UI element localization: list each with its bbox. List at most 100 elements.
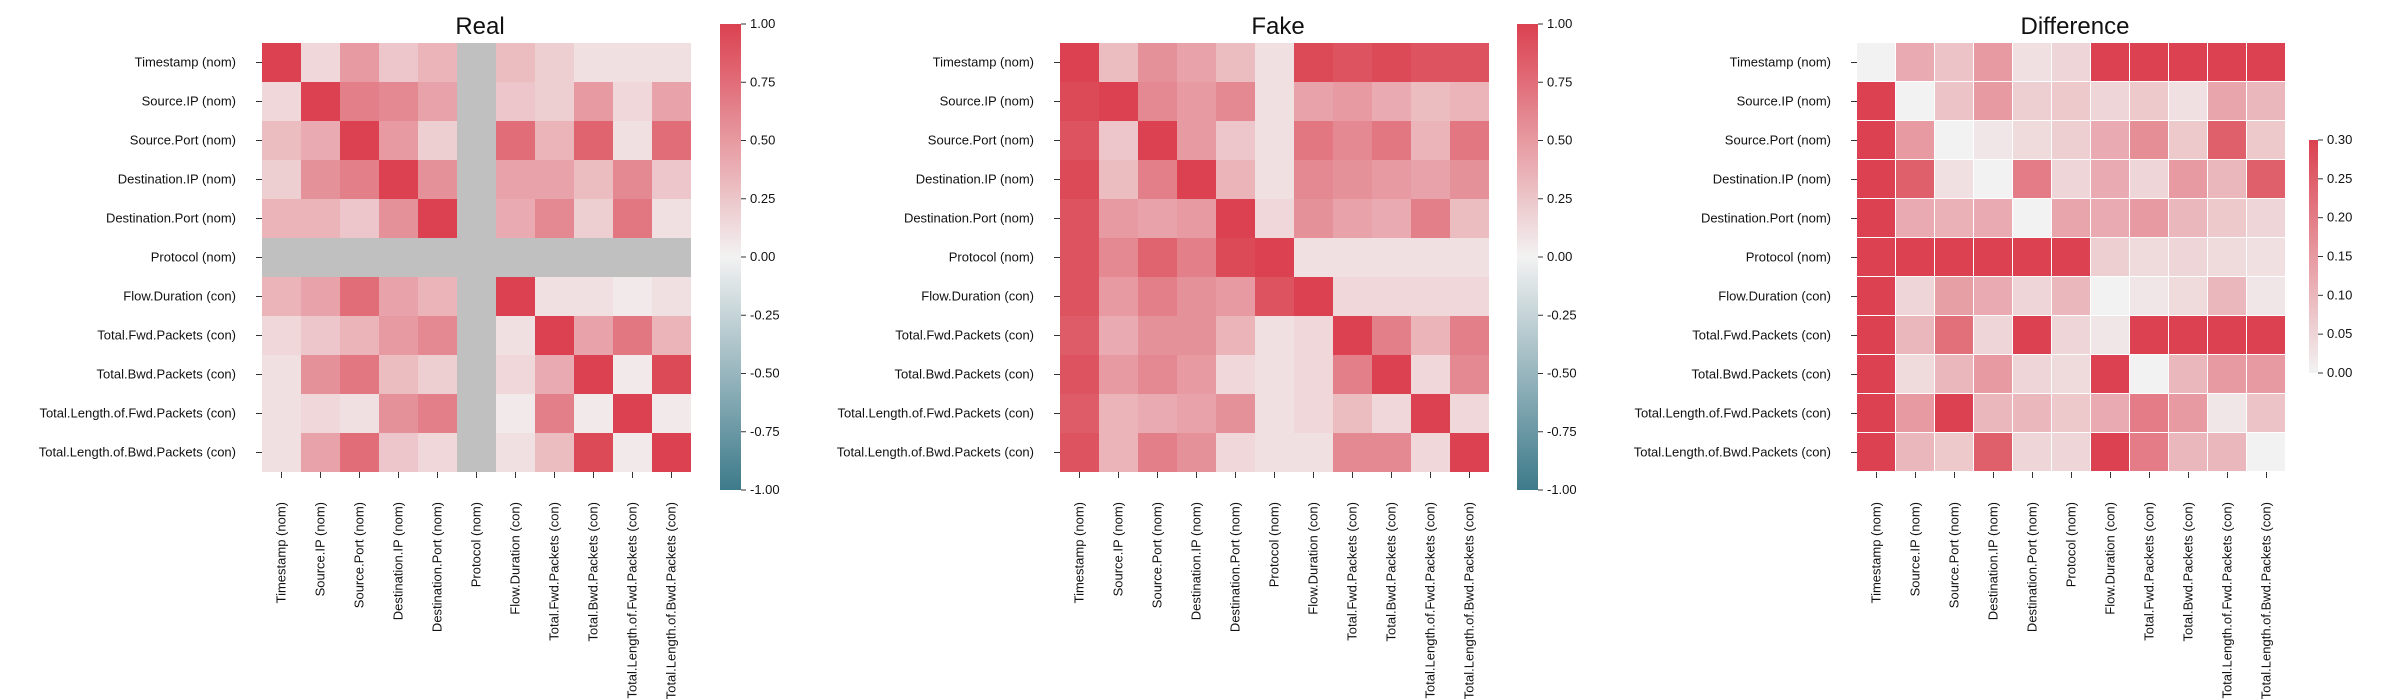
heatmap-cell-fake-r0-c3 (1177, 43, 1216, 82)
heatmap-cell-real-r0-c9 (613, 43, 652, 82)
heatmap-cell-fake-r5-c5 (1255, 238, 1294, 277)
heatmap-cell-difference-r7-c3 (1974, 316, 2012, 354)
heatmap-cell-difference-r6-c10 (2247, 277, 2285, 315)
heatmap-cell-difference-r7-c7 (2130, 316, 2168, 354)
column-label-total-length-of-bwd-packets-con: Total.Length.of.Bwd.Packets (con) (2259, 502, 2274, 699)
heatmap-cell-real-r1-c4 (418, 82, 457, 121)
heatmap-cell-real-r9-c4 (418, 394, 457, 433)
heatmap-cell-real-r1-c8 (574, 82, 613, 121)
colorbar-tick-label: -0.75 (750, 424, 780, 439)
heatmap-cell-real-r9-c1 (301, 394, 340, 433)
heatmap-cell-real-r7-c6 (496, 316, 535, 355)
heatmap-cell-real-r8-c7 (535, 355, 574, 394)
heatmap-cell-fake-r9-c4 (1216, 394, 1255, 433)
column-label-total-fwd-packets-con: Total.Fwd.Packets (con) (1345, 502, 1360, 641)
heatmap-cell-fake-r10-c8 (1372, 433, 1411, 472)
heatmap-cell-real-r6-c10 (652, 277, 691, 316)
heatmap-cell-fake-r8-c6 (1294, 355, 1333, 394)
colorbar-fake (1517, 24, 1538, 490)
heatmap-cell-difference-r7-c1 (1896, 316, 1934, 354)
heatmap-cell-difference-r4-c10 (2247, 199, 2285, 237)
heatmap-cell-difference-r1-c6 (2091, 82, 2129, 120)
colorbar-tick-label: 0.30 (2327, 132, 2352, 147)
row-label-total-length-of-bwd-packets-con: Total.Length.of.Bwd.Packets (con) (1634, 445, 1831, 460)
heatmap-cell-fake-r2-c4 (1216, 121, 1255, 160)
colorbar-tick-label: 0.25 (750, 191, 775, 206)
heatmap-cell-difference-r1-c1 (1896, 82, 1934, 120)
heatmap-cell-fake-r6-c6 (1294, 277, 1333, 316)
heatmap-cell-real-r9-c9 (613, 394, 652, 433)
heatmap-cell-real-r8-c9 (613, 355, 652, 394)
column-label-source-ip-nom: Source.IP (nom) (1111, 502, 1126, 596)
heatmap-cell-difference-r2-c5 (2052, 121, 2090, 159)
heatmap-cell-fake-r9-c1 (1099, 394, 1138, 433)
heatmap-cell-difference-r0-c8 (2169, 43, 2207, 81)
heatmap-cell-difference-r0-c6 (2091, 43, 2129, 81)
heatmap-cell-fake-r5-c8 (1372, 238, 1411, 277)
column-label-timestamp-nom: Timestamp (nom) (274, 502, 289, 603)
heatmap-cell-difference-r7-c9 (2208, 316, 2246, 354)
heatmap-cell-fake-r8-c8 (1372, 355, 1411, 394)
heatmap-cell-difference-r8-c0 (1857, 355, 1895, 393)
heatmap-cell-difference-r0-c10 (2247, 43, 2285, 81)
heatmap-cell-fake-r5-c2 (1138, 238, 1177, 277)
heatmap-cell-difference-r0-c7 (2130, 43, 2168, 81)
heatmap-cell-difference-r6-c3 (1974, 277, 2012, 315)
heatmap-cell-difference-r1-c4 (2013, 82, 2051, 120)
heatmap-cell-difference-r9-c2 (1935, 394, 1973, 432)
heatmap-cell-fake-r10-c7 (1333, 433, 1372, 472)
heatmap-cell-fake-r10-c2 (1138, 433, 1177, 472)
heatmap-cell-fake-r10-c3 (1177, 433, 1216, 472)
heatmap-cell-real-r0-c2 (340, 43, 379, 82)
heatmap-cell-fake-r1-c6 (1294, 82, 1333, 121)
column-label-total-length-of-bwd-packets-con: Total.Length.of.Bwd.Packets (con) (664, 502, 679, 699)
heatmap-cell-difference-r10-c0 (1857, 433, 1895, 471)
heatmap-cell-fake-r6-c8 (1372, 277, 1411, 316)
heatmap-cell-difference-r7-c0 (1857, 316, 1895, 354)
panel-title-real: Real (455, 13, 504, 40)
heatmap-cell-difference-r6-c6 (2091, 277, 2129, 315)
heatmap-cell-real-r10-c0 (262, 433, 301, 472)
heatmap-cell-real-r5-c10 (652, 238, 691, 277)
colorbar-difference (2309, 140, 2318, 373)
heatmap-cell-fake-r3-c9 (1411, 160, 1450, 199)
heatmap-cell-real-r2-c3 (379, 121, 418, 160)
heatmap-cell-difference-r8-c2 (1935, 355, 1973, 393)
colorbar-tick-label: -0.50 (750, 366, 780, 381)
column-label-destination-port-nom: Destination.Port (nom) (430, 502, 445, 632)
row-label-total-fwd-packets-con: Total.Fwd.Packets (con) (97, 328, 236, 343)
heatmap-cell-difference-r1-c10 (2247, 82, 2285, 120)
heatmap-cell-real-r1-c10 (652, 82, 691, 121)
panel-fake: Fake Timestamp (nom) Source.IP (nom) Sourc… (837, 13, 1577, 699)
heatmap-cell-difference-r9-c6 (2091, 394, 2129, 432)
heatmap-cell-real-r10-c5 (457, 433, 496, 472)
heatmap-cell-real-r0-c0 (262, 43, 301, 82)
heatmap-cell-fake-r6-c10 (1450, 277, 1489, 316)
heatmap-cell-difference-r10-c10 (2247, 433, 2285, 471)
column-label-total-length-of-bwd-packets-con: Total.Length.of.Bwd.Packets (con) (1462, 502, 1477, 699)
heatmap-cell-fake-r0-c6 (1294, 43, 1333, 82)
heatmap-cell-real-r3-c10 (652, 160, 691, 199)
heatmap-cell-difference-r4-c4 (2013, 199, 2051, 237)
heatmap-cell-fake-r4-c5 (1255, 199, 1294, 238)
heatmap-cell-difference-r3-c7 (2130, 160, 2168, 198)
colorbar-tick-label: 0.75 (750, 74, 775, 89)
heatmap-cell-difference-r8-c7 (2130, 355, 2168, 393)
heatmap-cell-difference-r5-c10 (2247, 238, 2285, 276)
heatmap-cell-fake-r3-c4 (1216, 160, 1255, 199)
heatmap-cell-difference-r7-c2 (1935, 316, 1973, 354)
heatmap-cell-difference-r10-c1 (1896, 433, 1934, 471)
heatmap-cell-difference-r9-c4 (2013, 394, 2051, 432)
heatmap-cell-difference-r1-c2 (1935, 82, 1973, 120)
heatmap-cell-difference-r10-c9 (2208, 433, 2246, 471)
heatmap-cell-real-r10-c2 (340, 433, 379, 472)
row-label-destination-port-nom: Destination.Port (nom) (904, 211, 1034, 226)
heatmap-cell-fake-r8-c2 (1138, 355, 1177, 394)
colorbar-tick-label: -0.75 (1547, 424, 1577, 439)
colorbar-tick-label: -1.00 (750, 482, 780, 497)
heatmap-cell-difference-r4-c3 (1974, 199, 2012, 237)
heatmap-cell-real-r3-c0 (262, 160, 301, 199)
column-label-total-bwd-packets-con: Total.Bwd.Packets (con) (1384, 502, 1399, 641)
heatmap-cell-difference-r7-c5 (2052, 316, 2090, 354)
heatmap-cell-difference-r5-c1 (1896, 238, 1934, 276)
